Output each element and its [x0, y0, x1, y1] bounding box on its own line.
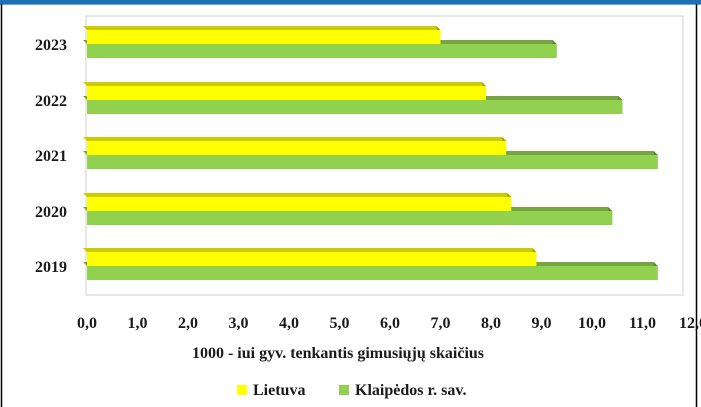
category-label-year-2023: 2023 — [35, 37, 67, 54]
top-border-band — [0, 0, 701, 4]
klaipedos-bar-2019 — [87, 266, 658, 280]
lietuva-bar-2023-top — [83, 26, 441, 30]
category-label-year-2020: 2020 — [35, 204, 67, 221]
category-label-year-2021: 2021 — [35, 148, 67, 165]
x-tick-label: 7,0 — [431, 315, 451, 332]
legend-label-klaipedos: Klaipėdos r. sav. — [355, 382, 466, 399]
lietuva-bar-2022-group — [83, 82, 486, 100]
lietuva-bar-2019 — [87, 252, 537, 266]
legend-label-lietuva: Lietuva — [253, 382, 305, 399]
klaipedos-bar-2020 — [87, 211, 613, 225]
klaipedos-bar-2022 — [87, 100, 623, 114]
x-tick-label: 2,0 — [178, 315, 198, 332]
lietuva-bar-2021-group — [83, 137, 507, 155]
lietuva-bar-2020-group — [83, 193, 512, 211]
x-tick-label: 11,0 — [629, 315, 656, 332]
lietuva-bar-2023 — [87, 30, 441, 44]
category-label-year-2022: 2022 — [35, 93, 67, 110]
x-tick-label: 10,0 — [578, 315, 606, 332]
legend-swatch-klaipedos — [339, 385, 349, 395]
lietuva-bar-2019-group — [83, 248, 537, 266]
x-tick-label: 12,0 — [679, 315, 701, 332]
lietuva-bar-2019-top — [83, 248, 537, 252]
x-tick-label: 8,0 — [481, 315, 501, 332]
lietuva-bar-2022-top — [83, 82, 486, 86]
x-tick-labels: 0,0 1,0 2,0 3,0 4,0 5,0 6,0 7,0 8,0 9,0 10,0 11,0 12… — [77, 315, 701, 332]
x-tick-label: 1,0 — [128, 315, 148, 332]
x-axis-title: 1000 - iui gyv. tenkantis gimusiųjų skai… — [192, 345, 484, 362]
legend: Lietuva Klaipėdos r. sav. — [237, 382, 466, 399]
x-tick-label: 0,0 — [77, 315, 97, 332]
category-labels: 2019 2020 2021 2022 2023 — [35, 37, 67, 276]
bars-layer — [83, 26, 658, 280]
category-label-year-2019: 2019 — [35, 259, 67, 276]
klaipedos-bar-2021 — [87, 155, 658, 169]
lietuva-bar-2020-top — [83, 193, 512, 197]
klaipedos-bar-2023 — [87, 44, 557, 58]
lietuva-bar-2022 — [87, 86, 486, 100]
x-tick-label: 3,0 — [229, 315, 249, 332]
plot-area — [85, 15, 684, 296]
lietuva-bar-2023-group — [83, 26, 441, 44]
legend-swatch-lietuva — [237, 385, 247, 395]
x-tick-label: 5,0 — [330, 315, 350, 332]
x-tick-label: 9,0 — [532, 315, 552, 332]
x-tick-label: 6,0 — [380, 315, 400, 332]
lietuva-bar-2021 — [87, 141, 507, 155]
lietuva-bar-2021-top — [83, 137, 507, 141]
lietuva-bar-2020 — [87, 197, 512, 211]
x-tick-label: 4,0 — [279, 315, 299, 332]
